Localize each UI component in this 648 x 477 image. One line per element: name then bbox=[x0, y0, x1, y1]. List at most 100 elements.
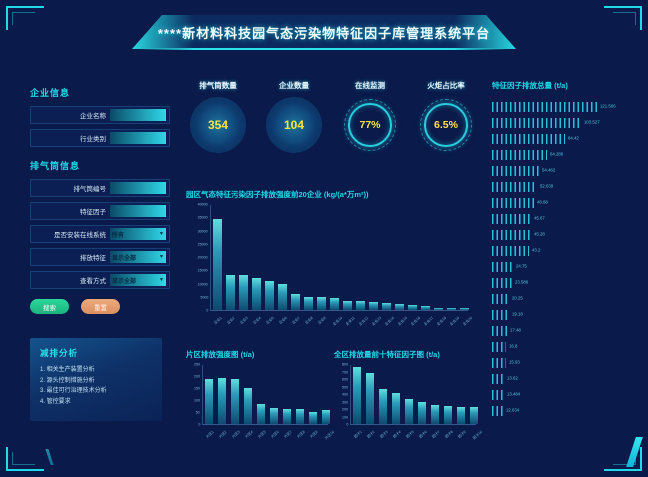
x-axis-label: 企业2 bbox=[226, 316, 236, 326]
striped-bar bbox=[492, 294, 510, 304]
reduction-analysis-title: 减排分析 bbox=[40, 348, 79, 358]
stack-select-查看方式[interactable]: 显示全部 ▼ bbox=[110, 274, 166, 286]
bar-2500 bbox=[395, 303, 404, 310]
x-axis-label: 片区2 bbox=[218, 430, 228, 440]
factor-total-value: 103.527 bbox=[584, 120, 600, 126]
corner-slash-decoration bbox=[45, 449, 54, 465]
bar-35000 bbox=[213, 219, 222, 310]
analysis-item: 2. 源头控制措施分析 bbox=[40, 377, 95, 384]
striped-bar bbox=[492, 214, 532, 224]
corner-bracket-bottom-left bbox=[6, 447, 44, 471]
kpi-circle-gauge: 354 bbox=[190, 97, 246, 153]
factor-total-value: 13.484 bbox=[506, 392, 520, 398]
top20-intensity-chart: 园区气态特征污染因子排放强度前20企业 (kg/(a*万m²)) 0 5000 10… bbox=[186, 189, 478, 345]
bar-2800 bbox=[382, 302, 391, 310]
x-axis-label: 因子9 bbox=[457, 430, 467, 440]
y-axis-tick: 10000 bbox=[197, 282, 208, 287]
reset-button[interactable]: 重置 bbox=[81, 299, 120, 314]
chevron-down-icon: ▼ bbox=[159, 277, 164, 283]
bar-700 bbox=[460, 308, 469, 310]
kpi-circle-gauge: 104 bbox=[266, 97, 322, 153]
bar-780 bbox=[353, 367, 361, 424]
button-row: 搜索 重置 bbox=[30, 299, 170, 314]
corner-bracket-top-right bbox=[604, 6, 642, 30]
x-axis-label: 因子7 bbox=[431, 430, 441, 440]
corner-bracket-top-left bbox=[6, 6, 44, 30]
x-axis-label: 片区7 bbox=[283, 430, 293, 440]
bar-1500 bbox=[421, 306, 430, 310]
company-input-行业类别[interactable] bbox=[110, 132, 166, 144]
x-axis-label: 片区3 bbox=[231, 430, 241, 440]
factor-total-value: 20.25 bbox=[512, 296, 524, 302]
analysis-item: 1. 相关生产装置分析 bbox=[40, 367, 95, 373]
stack-input-排气筒编号[interactable] bbox=[110, 182, 166, 194]
bar-50 bbox=[309, 412, 317, 424]
bar-700 bbox=[366, 373, 374, 424]
bar-65 bbox=[283, 408, 291, 424]
factor-total-bar-list: 121.566 103.527 84.42 64.286 54.462 52.639 48.… bbox=[492, 99, 642, 419]
x-axis-label: 企业18 bbox=[436, 316, 448, 327]
factor-total-row: 20.25 bbox=[492, 291, 642, 307]
kpi-ring: 77% bbox=[348, 103, 392, 147]
factor-total-row: 17.48 bbox=[492, 323, 642, 339]
select-value: 显示全部 bbox=[112, 278, 137, 285]
form-row-排气筒编号: 排气筒编号 bbox=[30, 179, 170, 197]
company-input-企业名称[interactable] bbox=[110, 109, 166, 121]
striped-bar bbox=[492, 150, 548, 160]
x-axis-label: 企业20 bbox=[462, 316, 474, 327]
striped-bar bbox=[492, 166, 539, 176]
form-row-是否安装在线系统: 是否安装在线系统 所有 ▼ bbox=[30, 225, 170, 243]
bar-1800 bbox=[408, 305, 417, 310]
y-axis-tick: 50 bbox=[195, 411, 200, 415]
reduction-analysis-card: 减排分析 1. 相关生产装置分析 2. 源头控制措施分析 3. 最佳可行治理技术分析… bbox=[30, 338, 162, 421]
y-axis-tick: 5000 bbox=[199, 295, 208, 300]
factor-total-row: 121.566 bbox=[492, 99, 642, 115]
kpi-label: 火炬占比率 bbox=[427, 81, 465, 90]
striped-bar bbox=[492, 374, 504, 384]
kpi-label: 排气筒数量 bbox=[199, 81, 237, 90]
factor-total-row: 15.93 bbox=[492, 355, 642, 371]
factor-total-row: 103.527 bbox=[492, 115, 642, 131]
company-field-group: 企业名称 行业类别 bbox=[30, 106, 170, 147]
section-title-stack: 排气筒信息 bbox=[30, 161, 81, 171]
field-label: 查看方式 bbox=[80, 278, 106, 285]
stack-select-排放特征[interactable]: 显示全部 ▼ bbox=[110, 251, 166, 263]
kpi-火炬占比率: 火炬占比率 6.5% bbox=[412, 80, 480, 153]
bar-88 bbox=[257, 403, 265, 424]
y-axis-tick: 100 bbox=[341, 415, 348, 420]
y-axis-tick: 300 bbox=[341, 400, 348, 405]
bar-193 bbox=[231, 379, 239, 424]
top10-factor-chart: 全区排放量前十特征因子图 (t/a) 0 100 200 300 400 500 600 70… bbox=[334, 349, 483, 444]
district-intensity-chart: 片区排放强度图 (t/a) 0 50 100 150 200 250 片区1 片区2 片区3 片区… bbox=[186, 349, 335, 444]
bar-195 bbox=[205, 378, 213, 424]
search-button[interactable]: 搜索 bbox=[30, 299, 69, 314]
field-label: 排放特征 bbox=[80, 255, 106, 262]
factor-total-value: 45.67 bbox=[534, 216, 546, 222]
kpi-value: 6.5% bbox=[434, 119, 458, 131]
kpi-label: 在线监测 bbox=[355, 81, 385, 90]
x-axis-label: 因子3 bbox=[379, 430, 389, 440]
stack-input-特征因子[interactable] bbox=[110, 205, 166, 217]
kpi-在线监测: 在线监测 77% bbox=[336, 80, 404, 153]
stack-field-group: 排气筒编号 特征因子 是否安装在线系统 所有 ▼ 排放特征 显示全部 ▼ 查看方式 显示全部 ▼ bbox=[30, 179, 170, 289]
x-axis-label: 企业12 bbox=[358, 316, 370, 327]
top10-factor-chart-title: 全区排放量前十特征因子图 (t/a) bbox=[334, 350, 440, 359]
x-axis-label: 因子8 bbox=[444, 430, 454, 440]
x-axis-label: 企业7 bbox=[291, 316, 301, 326]
bar-4600 bbox=[330, 298, 339, 310]
x-axis-label: 企业6 bbox=[278, 316, 288, 326]
form-row-行业类别: 行业类别 bbox=[30, 129, 170, 147]
striped-bar bbox=[492, 326, 508, 336]
stack-select-是否安装在线系统[interactable]: 所有 ▼ bbox=[110, 228, 166, 240]
y-axis-tick: 600 bbox=[341, 378, 348, 382]
factor-total-row: 54.462 bbox=[492, 163, 642, 179]
factor-total-value: 13.62 bbox=[506, 376, 518, 382]
factor-total-row: 64.286 bbox=[492, 147, 642, 163]
header-banner: ****新材料科技园气态污染物特征因子库管理系统平台 bbox=[132, 15, 516, 50]
bar-70 bbox=[270, 407, 278, 424]
section-title-company: 企业信息 bbox=[30, 88, 71, 98]
factor-total-row: 12.634 bbox=[492, 403, 642, 419]
analysis-item: 3. 最佳可行治理技术分析 bbox=[40, 388, 107, 394]
page-title: ****新材料科技园气态污染物特征因子库管理系统平台 bbox=[157, 25, 491, 41]
striped-bar bbox=[492, 102, 597, 112]
